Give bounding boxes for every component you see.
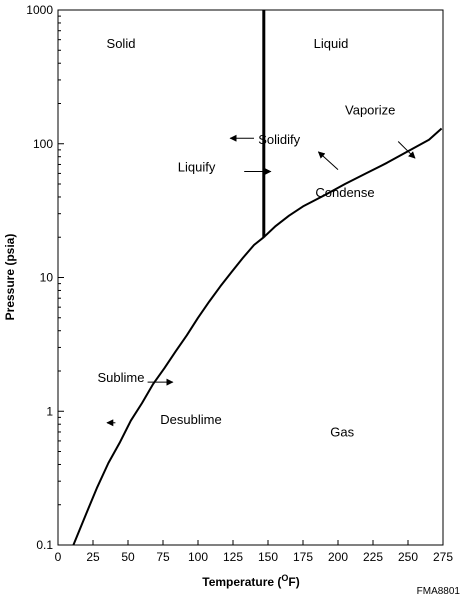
plot-frame [57,9,444,546]
annotation-condense-arrow [317,151,339,171]
region-label-gas: Gas [330,424,354,439]
x-tick-label: 100 [188,550,208,564]
x-tick-label: 250 [398,550,418,564]
y-axis-title: Pressure (psia) [3,234,17,321]
figure-code: FMA8801 [417,586,461,597]
x-tick-label: 0 [55,550,62,564]
annotation-liquify-label: Liquify [178,160,216,175]
x-axis-title-unit: F) [288,575,299,589]
x-tick-label: 200 [328,550,348,564]
x-tick-label: 275 [433,550,453,564]
axis-ticks: 0 25 50 75 100 125 150 175 200 225 250 275 0.1 1 10 100… [26,3,453,564]
x-axis-title: Temperature (OF) [202,573,299,589]
annotation-condense-label: Condense [315,185,374,200]
x-axis-title-main: Temperature ( [202,575,281,589]
x-tick-label: 175 [293,550,313,564]
vapor-pressure-curve [72,127,443,546]
x-tick-label: 150 [258,550,278,564]
annotation-vaporize-label: Vaporize [345,103,395,118]
annotation-layer: Solid Liquid Gas Desublime Solidify Liquify Va… [98,36,416,439]
annotation-sublime-label: Sublime [98,370,145,385]
x-axis-title-degree: O [281,573,288,583]
annotation-solidify-label: Solidify [258,132,300,147]
y-tick-label: 1000 [26,3,53,17]
annotation-vaporize-arrow [397,141,416,159]
region-label-desublime: Desublime [160,412,221,427]
y-tick-label: 10 [40,271,54,285]
x-tick-label: 125 [223,550,243,564]
x-tick-label: 75 [156,550,170,564]
x-tick-label: 25 [86,550,100,564]
x-tick-label: 225 [363,550,383,564]
x-tick-label: 50 [121,550,135,564]
y-tick-label: 100 [33,137,53,151]
y-tick-label: 0.1 [36,538,53,552]
y-tick-label: 1 [46,404,53,418]
series-layer [72,10,443,546]
region-label-solid: Solid [107,36,136,51]
region-label-liquid: Liquid [314,36,349,51]
